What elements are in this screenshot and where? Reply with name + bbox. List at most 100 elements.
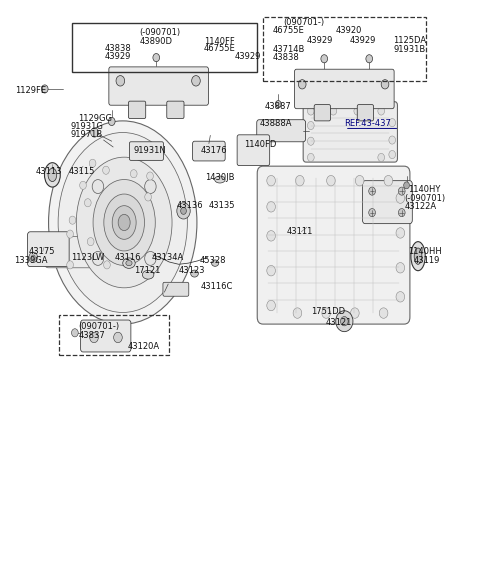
Circle shape [340,317,348,326]
Circle shape [293,308,302,318]
Text: 43838: 43838 [105,44,132,54]
Text: 17121: 17121 [134,266,160,275]
Circle shape [80,181,86,189]
Text: 1125DA: 1125DA [393,36,426,45]
Text: 1430JB: 1430JB [205,173,235,182]
Ellipse shape [104,194,144,251]
Text: 43929: 43929 [350,36,376,45]
Circle shape [321,55,327,63]
FancyBboxPatch shape [167,101,184,119]
Circle shape [396,228,405,238]
Text: 43929: 43929 [234,52,261,61]
Text: 1339GA: 1339GA [14,256,48,265]
Circle shape [92,251,104,265]
Circle shape [69,216,76,224]
Circle shape [145,193,152,201]
Text: 43887: 43887 [265,102,292,111]
Circle shape [144,180,156,194]
Circle shape [153,54,159,62]
Text: 43838: 43838 [273,53,300,62]
Circle shape [326,175,335,186]
Text: 43116: 43116 [115,253,141,262]
Circle shape [398,187,405,195]
FancyBboxPatch shape [257,166,410,324]
Ellipse shape [123,258,135,268]
Text: (090701-): (090701-) [78,322,120,332]
Circle shape [31,255,35,260]
Circle shape [384,175,393,186]
Circle shape [308,107,314,115]
FancyBboxPatch shape [130,142,163,161]
Circle shape [378,107,384,115]
FancyBboxPatch shape [27,232,69,267]
Bar [72,23,257,72]
Text: 43116C: 43116C [201,282,233,291]
Text: 43135: 43135 [209,201,235,210]
Text: 43890D: 43890D [140,37,172,46]
Ellipse shape [58,133,187,313]
Text: 43714B: 43714B [273,45,305,54]
Circle shape [381,80,389,89]
Circle shape [108,118,115,126]
Text: 1140FD: 1140FD [244,140,276,149]
Ellipse shape [48,168,57,182]
Circle shape [67,261,73,269]
Circle shape [378,154,384,162]
Circle shape [87,237,94,246]
Circle shape [144,251,156,265]
Text: 46755E: 46755E [204,44,236,54]
Text: 1140HH: 1140HH [408,247,442,256]
Circle shape [366,55,372,63]
Text: 45328: 45328 [199,256,226,265]
Circle shape [322,308,330,318]
Text: 43111: 43111 [287,228,313,236]
Text: 43888A: 43888A [259,119,292,128]
Ellipse shape [112,205,136,239]
FancyBboxPatch shape [303,102,397,162]
Text: 43120A: 43120A [128,342,160,351]
Circle shape [389,136,396,144]
FancyBboxPatch shape [81,320,131,352]
Text: 43929: 43929 [307,36,334,45]
Circle shape [404,182,409,189]
Circle shape [308,154,314,162]
Circle shape [336,311,353,332]
Circle shape [267,230,276,241]
Ellipse shape [191,270,198,277]
Text: 43136: 43136 [177,201,204,210]
Ellipse shape [126,261,132,266]
Circle shape [299,80,306,89]
Circle shape [104,261,110,269]
FancyBboxPatch shape [357,105,373,121]
Text: 43121: 43121 [325,318,351,328]
Text: 1140HY: 1140HY [408,185,441,194]
Circle shape [103,166,109,174]
Circle shape [192,76,200,86]
Circle shape [369,208,375,217]
Circle shape [67,230,73,238]
Ellipse shape [143,271,154,279]
FancyBboxPatch shape [314,105,330,121]
Circle shape [177,203,190,219]
Circle shape [267,265,276,276]
FancyBboxPatch shape [192,141,225,161]
Circle shape [91,128,98,137]
Circle shape [116,76,125,86]
Ellipse shape [212,260,219,267]
Text: 43176: 43176 [201,146,228,155]
Circle shape [147,172,154,180]
Text: 91971B: 91971B [70,130,102,139]
Ellipse shape [414,248,422,264]
Bar [59,315,169,355]
Circle shape [267,175,276,186]
Circle shape [396,193,405,203]
Circle shape [330,107,336,115]
Text: 1140FF: 1140FF [204,37,235,46]
Text: 1751DD: 1751DD [311,307,345,316]
Text: 43175: 43175 [28,247,55,256]
Circle shape [114,332,122,343]
Text: (-090701): (-090701) [140,28,180,37]
Circle shape [276,101,281,108]
Circle shape [89,159,96,168]
Text: 43837: 43837 [78,331,105,340]
